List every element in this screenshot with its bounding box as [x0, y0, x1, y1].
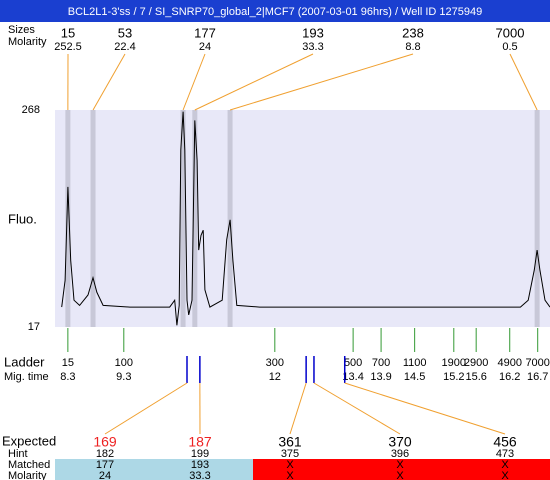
- ladder-time: 14.5: [404, 371, 425, 383]
- hint-size: 199: [191, 448, 209, 460]
- peak-band: [534, 110, 540, 327]
- peak-molarity: 8.8: [405, 41, 420, 53]
- ladder-size: 500: [344, 357, 362, 369]
- molarity-row-label: Molarity: [8, 36, 47, 48]
- trace-line: [61, 111, 550, 326]
- peak-molarity: 0.5: [502, 41, 517, 53]
- chart-title: BCL2L1-3'ss / 7 / SI_SNRP70_global_2|MCF…: [68, 6, 482, 18]
- ladder-size: 1900: [442, 357, 466, 369]
- matched-size: X: [286, 459, 294, 471]
- ladder-time: 15.2: [443, 371, 464, 383]
- ladder-size: 300: [266, 357, 284, 369]
- ladder-time: 12: [269, 371, 281, 383]
- peak-molarity: 24: [199, 41, 211, 53]
- ladder-size: 700: [372, 357, 390, 369]
- y-tick-label: 17: [28, 321, 40, 333]
- peak-link: [509, 53, 538, 111]
- expected-size: 361: [278, 434, 302, 450]
- expected-link: [289, 382, 307, 435]
- ladder-time: 13.4: [342, 371, 363, 383]
- matched-molarity: X: [396, 470, 404, 480]
- ladder-time: 13.9: [370, 371, 391, 383]
- peak-link: [182, 53, 206, 111]
- peak-band: [192, 110, 198, 327]
- plot-area: [55, 110, 550, 327]
- hint-size: 375: [281, 448, 299, 460]
- expected-link: [344, 382, 506, 435]
- peak-size: 53: [118, 25, 132, 40]
- ladder-time: 15.6: [465, 371, 486, 383]
- table-row-label: Matched: [8, 459, 50, 471]
- peak-band: [180, 110, 186, 327]
- ladder-time: 9.3: [116, 371, 131, 383]
- hint-size: 473: [496, 448, 514, 460]
- peak-link: [229, 53, 414, 111]
- matched-molarity: X: [286, 470, 294, 480]
- ladder-size: 100: [115, 357, 133, 369]
- expected-link: [313, 382, 401, 435]
- expected-size: 187: [188, 434, 212, 450]
- y-tick-label: 268: [22, 104, 40, 116]
- ladder-size: 4900: [497, 357, 521, 369]
- peak-size: 177: [194, 25, 216, 40]
- match-cell: [453, 459, 550, 480]
- match-cell: [153, 459, 253, 480]
- ladder-time: 16.2: [499, 371, 520, 383]
- expected-size: 169: [93, 434, 117, 450]
- hint-size: 182: [96, 448, 114, 460]
- peak-size: 7000: [496, 25, 525, 40]
- peak-band: [65, 110, 71, 327]
- matched-size: 193: [191, 459, 209, 471]
- peak-band: [90, 110, 96, 327]
- peak-molarity: 33.3: [302, 41, 323, 53]
- title-bar: [0, 0, 550, 22]
- ladder-size: 15: [62, 357, 74, 369]
- ladder-size: 7000: [525, 357, 549, 369]
- match-cell: [55, 459, 153, 480]
- peak-band: [227, 110, 233, 327]
- hint-size: 396: [391, 448, 409, 460]
- matched-molarity: X: [501, 470, 509, 480]
- peak-molarity: 252.5: [54, 41, 82, 53]
- expected-link: [104, 382, 188, 435]
- match-cell: [345, 459, 453, 480]
- table-row-label: Molarity: [8, 470, 47, 480]
- peak-link: [194, 53, 314, 111]
- expected-size: 370: [388, 434, 412, 450]
- table-row-label: Expected: [2, 433, 56, 448]
- peak-size: 15: [61, 25, 75, 40]
- y-axis-label: Fluo.: [8, 211, 37, 226]
- table-row-label: Hint: [8, 448, 28, 460]
- matched-molarity: 33.3: [189, 470, 210, 480]
- time-label: Mig. time: [4, 371, 49, 383]
- expected-size: 456: [493, 434, 517, 450]
- ladder-label: Ladder: [4, 354, 45, 369]
- ladder-time: 8.3: [60, 371, 75, 383]
- peak-size: 238: [402, 25, 424, 40]
- peak-molarity: 22.4: [114, 41, 135, 53]
- matched-size: X: [501, 459, 509, 471]
- match-cell: [253, 459, 345, 480]
- matched-molarity: 24: [99, 470, 111, 480]
- peak-size: 193: [302, 25, 324, 40]
- matched-size: 177: [96, 459, 114, 471]
- size-row-label: Sizes: [8, 24, 35, 36]
- peak-link: [92, 53, 126, 111]
- ladder-size: 2900: [464, 357, 488, 369]
- ladder-size: 1100: [403, 357, 427, 369]
- ladder-time: 16.7: [527, 371, 548, 383]
- matched-size: X: [396, 459, 404, 471]
